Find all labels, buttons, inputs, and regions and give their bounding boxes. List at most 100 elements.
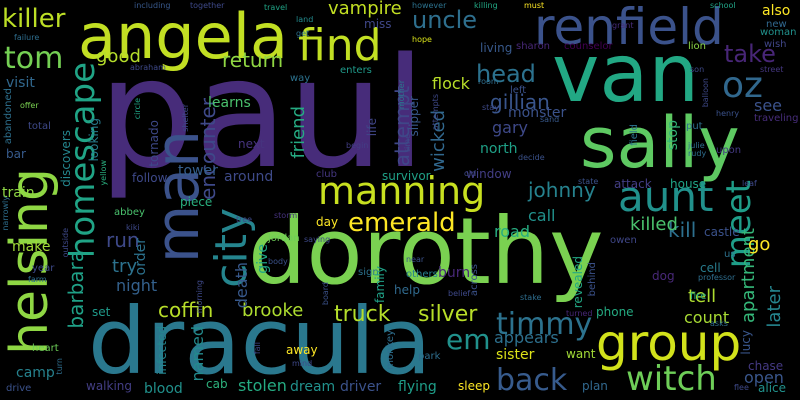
word: aunt bbox=[618, 172, 714, 221]
word: train bbox=[2, 185, 35, 201]
word: way bbox=[290, 73, 311, 84]
word: tornado bbox=[147, 120, 161, 167]
word: tom bbox=[4, 41, 64, 76]
word: field bbox=[629, 124, 640, 146]
word: go bbox=[748, 234, 771, 255]
word: yellow bbox=[99, 160, 108, 186]
word: see bbox=[754, 96, 783, 115]
word: house bbox=[670, 177, 707, 191]
word: make bbox=[12, 239, 51, 255]
word: new bbox=[766, 19, 787, 30]
word: year bbox=[32, 263, 55, 274]
word: looking bbox=[87, 118, 101, 162]
word: state bbox=[578, 177, 599, 186]
word: back bbox=[496, 363, 568, 398]
word: outside bbox=[61, 228, 70, 258]
word: castle bbox=[704, 225, 740, 239]
word: others bbox=[406, 269, 438, 280]
word: get bbox=[296, 29, 310, 38]
word: kiki bbox=[126, 223, 140, 232]
word: land bbox=[296, 15, 314, 24]
word: rudy bbox=[688, 149, 707, 158]
word: street bbox=[760, 65, 784, 74]
word: living bbox=[480, 41, 513, 55]
word: turned bbox=[566, 309, 593, 318]
word: window bbox=[466, 167, 512, 181]
word: son bbox=[690, 65, 705, 74]
word: walking bbox=[86, 379, 133, 393]
word: renfield bbox=[534, 0, 724, 56]
word: heart bbox=[32, 343, 59, 354]
word: sister bbox=[496, 347, 535, 363]
word: stolen bbox=[238, 376, 287, 395]
word: traveling bbox=[754, 113, 799, 124]
word: appears bbox=[494, 328, 559, 347]
word: enters bbox=[340, 65, 372, 76]
word: fall bbox=[253, 342, 262, 355]
word: morning bbox=[195, 280, 204, 314]
word: order bbox=[133, 238, 149, 276]
word: revealed bbox=[571, 256, 585, 309]
word: emerald bbox=[348, 208, 456, 238]
word: silver bbox=[418, 302, 478, 327]
word: school bbox=[710, 1, 736, 10]
word: van bbox=[552, 27, 700, 120]
word: kill bbox=[668, 218, 697, 242]
word: sharon bbox=[516, 41, 551, 52]
word: em bbox=[446, 323, 491, 356]
word: counselor bbox=[564, 41, 613, 52]
word: brooke bbox=[242, 300, 304, 321]
word: tower bbox=[178, 163, 218, 179]
word: saying bbox=[304, 235, 331, 244]
word: named bbox=[188, 326, 207, 382]
word: dorothy bbox=[248, 198, 604, 305]
word: wish bbox=[764, 39, 787, 50]
word: drive bbox=[6, 383, 32, 394]
word: survivor bbox=[382, 169, 431, 183]
word: truck bbox=[334, 302, 391, 327]
word: family bbox=[373, 266, 387, 304]
word: run bbox=[106, 228, 140, 252]
word: head bbox=[476, 60, 536, 88]
word: return bbox=[222, 48, 284, 72]
word: encounter bbox=[196, 98, 220, 200]
word: flock bbox=[432, 74, 470, 93]
word: friend bbox=[288, 106, 309, 159]
word: piece bbox=[180, 195, 213, 209]
word: lion bbox=[688, 41, 707, 52]
word: killed bbox=[630, 214, 678, 235]
word: abraham bbox=[130, 63, 166, 72]
word: tree bbox=[236, 215, 253, 224]
word: burn bbox=[438, 265, 471, 281]
word: travel bbox=[264, 3, 288, 12]
word: board bbox=[321, 282, 330, 306]
word: farm bbox=[28, 275, 47, 284]
word: plan bbox=[582, 379, 608, 393]
word: old bbox=[464, 169, 477, 178]
word: oz bbox=[722, 65, 763, 106]
word: open bbox=[744, 368, 784, 387]
word: blood bbox=[144, 381, 183, 397]
word: stake bbox=[520, 293, 542, 302]
word: flying bbox=[398, 379, 437, 395]
word: flee bbox=[734, 383, 749, 392]
word: driver bbox=[340, 379, 382, 395]
word: left bbox=[510, 85, 527, 96]
word: grant bbox=[612, 21, 634, 30]
word: north bbox=[480, 141, 518, 157]
word: gillian bbox=[490, 90, 550, 114]
word: fire bbox=[690, 291, 707, 302]
word: body bbox=[268, 257, 288, 266]
word: circle bbox=[133, 98, 142, 120]
word: professor bbox=[698, 273, 736, 282]
word: day bbox=[316, 215, 339, 229]
word: chase bbox=[748, 359, 784, 373]
word: manning bbox=[318, 169, 486, 213]
word: learns bbox=[208, 95, 251, 111]
word: sand bbox=[540, 115, 560, 124]
word: good bbox=[96, 46, 141, 67]
word: killing bbox=[474, 1, 498, 10]
word: attempts bbox=[431, 94, 440, 131]
word: decide bbox=[518, 153, 545, 162]
word: killer bbox=[2, 4, 66, 34]
